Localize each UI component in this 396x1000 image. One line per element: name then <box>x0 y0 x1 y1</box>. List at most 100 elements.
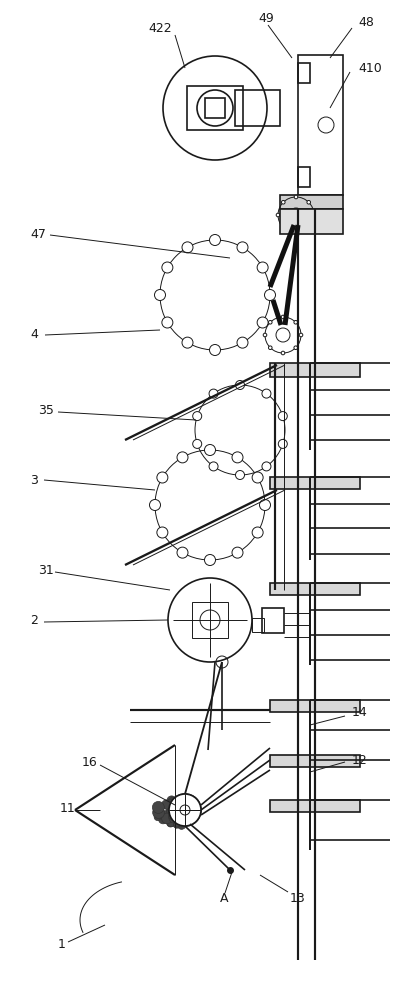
Bar <box>270 700 360 712</box>
Circle shape <box>294 195 298 199</box>
Circle shape <box>294 320 297 324</box>
Text: 4: 4 <box>30 328 38 342</box>
Circle shape <box>170 810 178 818</box>
Bar <box>270 800 360 812</box>
Circle shape <box>236 471 244 480</box>
Bar <box>235 90 280 126</box>
Circle shape <box>167 796 176 805</box>
Text: 48: 48 <box>358 15 374 28</box>
Circle shape <box>209 462 218 471</box>
Circle shape <box>175 808 184 817</box>
Circle shape <box>158 815 168 824</box>
Circle shape <box>168 803 179 815</box>
Text: 1: 1 <box>58 938 66 952</box>
Circle shape <box>278 412 287 421</box>
Circle shape <box>232 452 243 463</box>
Circle shape <box>265 290 276 300</box>
Circle shape <box>259 499 270 510</box>
Circle shape <box>204 554 215 566</box>
Text: 47: 47 <box>30 229 46 241</box>
Circle shape <box>162 262 173 273</box>
Circle shape <box>177 821 186 829</box>
Circle shape <box>237 242 248 253</box>
Circle shape <box>171 812 177 819</box>
Circle shape <box>162 810 173 821</box>
Circle shape <box>173 820 181 827</box>
Circle shape <box>167 820 174 827</box>
Circle shape <box>172 811 178 817</box>
Text: 16: 16 <box>82 756 98 768</box>
Circle shape <box>178 807 189 817</box>
Circle shape <box>307 226 310 230</box>
Bar <box>205 98 225 118</box>
Circle shape <box>171 812 179 819</box>
Circle shape <box>179 811 188 820</box>
Text: 3: 3 <box>30 474 38 487</box>
Circle shape <box>209 234 221 245</box>
Circle shape <box>153 807 165 818</box>
Circle shape <box>193 412 202 421</box>
Circle shape <box>176 801 183 808</box>
Circle shape <box>268 346 272 350</box>
Circle shape <box>257 317 268 328</box>
Circle shape <box>182 242 193 253</box>
Circle shape <box>172 812 178 818</box>
Bar <box>298 167 310 187</box>
Text: 422: 422 <box>148 21 171 34</box>
Circle shape <box>236 380 244 389</box>
Circle shape <box>178 798 184 805</box>
Text: 410: 410 <box>358 62 382 75</box>
Bar <box>270 477 360 489</box>
Circle shape <box>171 810 180 820</box>
Circle shape <box>177 547 188 558</box>
Bar <box>298 63 310 83</box>
Text: 2: 2 <box>30 613 38 626</box>
Circle shape <box>294 346 297 350</box>
Circle shape <box>307 200 310 204</box>
Bar <box>298 55 343 195</box>
Circle shape <box>162 317 173 328</box>
Circle shape <box>169 812 180 823</box>
Circle shape <box>170 812 178 820</box>
Circle shape <box>166 806 175 815</box>
Circle shape <box>169 810 181 821</box>
Circle shape <box>209 389 218 398</box>
Circle shape <box>257 262 268 273</box>
Bar <box>270 755 360 767</box>
Circle shape <box>174 818 182 826</box>
Bar <box>270 363 360 377</box>
Circle shape <box>162 800 171 809</box>
Circle shape <box>262 462 271 471</box>
Circle shape <box>173 821 180 828</box>
Text: 14: 14 <box>352 706 368 718</box>
Circle shape <box>299 333 303 337</box>
Circle shape <box>168 798 178 808</box>
Text: 13: 13 <box>290 892 306 904</box>
Bar <box>262 608 284 633</box>
Circle shape <box>177 452 188 463</box>
Circle shape <box>262 389 271 398</box>
Circle shape <box>174 809 183 818</box>
Text: 11: 11 <box>60 802 76 814</box>
Circle shape <box>168 812 177 820</box>
Circle shape <box>181 813 190 823</box>
Circle shape <box>166 816 177 827</box>
Circle shape <box>169 811 177 819</box>
Bar <box>280 209 343 234</box>
Circle shape <box>154 814 161 821</box>
Circle shape <box>169 816 176 823</box>
Circle shape <box>278 439 287 448</box>
Circle shape <box>282 200 285 204</box>
Circle shape <box>281 315 285 319</box>
Text: 12: 12 <box>352 754 368 766</box>
Circle shape <box>263 333 267 337</box>
Circle shape <box>185 816 194 825</box>
Circle shape <box>252 527 263 538</box>
Circle shape <box>173 809 182 818</box>
Circle shape <box>154 290 166 300</box>
Circle shape <box>182 337 193 348</box>
Circle shape <box>174 804 183 814</box>
Bar <box>252 618 264 632</box>
Circle shape <box>173 797 183 807</box>
Circle shape <box>155 810 166 820</box>
